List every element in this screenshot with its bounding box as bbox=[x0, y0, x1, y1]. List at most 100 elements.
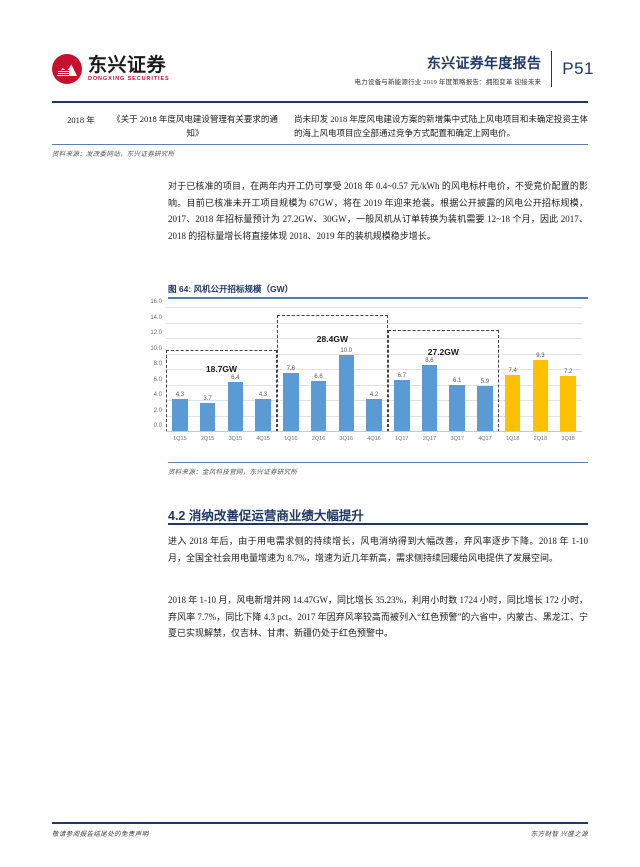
bar-value-label: 6.4 bbox=[231, 375, 240, 382]
bar-value-label: 8.6 bbox=[425, 358, 434, 365]
logo-name-cn: 东兴证券 bbox=[88, 54, 167, 76]
x-axis-tick-label: 3Q15 bbox=[228, 436, 243, 442]
gridline: 8.0 bbox=[154, 361, 582, 370]
header-rule bbox=[52, 101, 588, 103]
policy-table-source: 资料来源：发改委网站，东兴证券研究所 bbox=[52, 151, 175, 158]
x-axis-tick-label: 2Q16 bbox=[311, 436, 326, 442]
bar-group: 4.3 4Q15 bbox=[249, 308, 277, 442]
bar-value-label: 6.7 bbox=[397, 373, 406, 380]
bar: 4.2 bbox=[366, 392, 382, 432]
report-subtitle: 电力设备与新能源行业 2019 年度策略报告：拥抱变革 迎接未来 bbox=[354, 78, 542, 86]
policy-table-row: 2018 年 《关于 2018 年度风电建设管理有关要求的通知》 尚未印发 20… bbox=[52, 112, 588, 141]
policy-content: 尚未印发 2018 年度风电建设方案的新增集中式陆上风电项目和未确定投资主体的海… bbox=[294, 114, 588, 139]
footer-rule bbox=[52, 822, 588, 824]
bar-group: 6.6 2Q16 bbox=[305, 308, 333, 442]
bar: 4.3 bbox=[255, 392, 271, 432]
y-axis-tick-label: 8.0 bbox=[153, 361, 162, 367]
x-axis-tick-label: 4Q15 bbox=[256, 436, 270, 442]
report-title: 东兴证券年度报告 bbox=[426, 54, 542, 71]
policy-document: 《关于 2018 年度风电建设管理有关要求的通知》 bbox=[112, 114, 278, 139]
bar: 7.4 bbox=[504, 368, 521, 432]
bar-group: 8.6 2Q17 bbox=[416, 308, 444, 442]
company-logo: 东兴证券 DONGXING SECURITIES bbox=[52, 54, 170, 84]
y-axis-tick-label: 16.0 bbox=[150, 299, 162, 305]
figure-bottom-rule bbox=[168, 462, 588, 463]
y-axis-tick-label: 14.0 bbox=[150, 314, 162, 321]
paragraph-3: 2018 年 1-10 月，风电新增并网 14.47GW，同比增长 35.23%… bbox=[168, 595, 588, 639]
x-axis-tick-label: 2Q15 bbox=[200, 436, 215, 442]
x-axis-tick-label: 4Q17 bbox=[478, 436, 492, 442]
bar-value-label: 3.7 bbox=[203, 396, 212, 403]
policy-table-rule bbox=[52, 144, 588, 145]
footer-slogan: 东方财智 兴盛之源 bbox=[530, 831, 588, 838]
bar: 4.3 bbox=[172, 392, 188, 432]
x-axis-tick-label: 2Q18 bbox=[533, 436, 548, 442]
y-axis-tick-label: 4.0 bbox=[153, 392, 162, 398]
bar-group: 4.2 4Q16 bbox=[360, 308, 388, 442]
x-axis-tick-label: 3Q18 bbox=[561, 436, 575, 442]
bar-group: 6.7 1Q17 bbox=[388, 308, 416, 442]
bar: 5.9 bbox=[477, 379, 493, 432]
y-axis-tick-label: 12.0 bbox=[150, 330, 162, 336]
x-axis-tick-label: 1Q17 bbox=[395, 436, 409, 442]
page-header: 东兴证券 DONGXING SECURITIES 东兴证券年度报告 电力设备与新… bbox=[0, 40, 640, 98]
bar-value-label: 7.6 bbox=[286, 366, 295, 373]
header-titles: 东兴证券年度报告 电力设备与新能源行业 2019 年度策略报告：拥抱变革 迎接未… bbox=[354, 53, 541, 86]
x-axis-tick-label: 3Q16 bbox=[339, 436, 353, 442]
x-axis-tick-label: 2Q17 bbox=[422, 436, 437, 442]
bar-group: 7.6 1Q16 bbox=[277, 308, 305, 442]
bar-group: 10.0 3Q16 bbox=[332, 308, 360, 442]
y-axis-tick-label: 6.0 bbox=[153, 376, 162, 383]
y-axis-tick-label: 2.0 bbox=[153, 407, 162, 414]
paragraph-2: 进入 2018 年后，由于用电需求侧的持续增长，风电消纳得到大幅改善，弃风率逐步… bbox=[168, 536, 588, 563]
bar: 6.1 bbox=[449, 378, 465, 432]
policy-year: 2018 年 bbox=[67, 115, 95, 125]
bar: 7.6 bbox=[283, 366, 299, 432]
bar-group: 7.2 3Q18 bbox=[554, 308, 582, 442]
bar: 8.6 bbox=[421, 358, 438, 432]
bar-value-label: 5.9 bbox=[480, 379, 490, 386]
bar-value-label: 7.2 bbox=[563, 369, 573, 376]
chart-x-axis bbox=[166, 431, 582, 432]
header-right: 东兴证券年度报告 电力设备与新能源行业 2019 年度策略报告：拥抱变革 迎接未… bbox=[354, 51, 594, 87]
page-number: P51 bbox=[562, 59, 594, 78]
dongxing-logo-icon bbox=[52, 54, 82, 84]
bar-group: 6.1 3Q17 bbox=[443, 308, 471, 442]
bar-value-label: 4.3 bbox=[258, 391, 268, 398]
bar: 9.3 bbox=[532, 353, 549, 432]
gridline: 14.0 bbox=[150, 315, 582, 324]
figure-rule bbox=[168, 297, 588, 299]
bar-group: 7.4 1Q18 bbox=[499, 308, 527, 442]
bar-value-label: 4.2 bbox=[369, 392, 379, 399]
logo-text: 东兴证券 DONGXING SECURITIES bbox=[88, 56, 170, 83]
bar-value-label: 6.1 bbox=[453, 377, 462, 384]
gridline: 16.0 bbox=[150, 299, 582, 308]
paragraph-1: 对于已核准的项目，在两年内开工仍可享受 2018 年 0.4~0.57 元/kW… bbox=[168, 181, 588, 241]
bar-value-label: 10.0 bbox=[340, 347, 353, 354]
bar-group: 3.7 2Q15 bbox=[194, 308, 222, 442]
figure-source: 资料来源：金风科技官网，东兴证券研究所 bbox=[168, 469, 298, 476]
bar-value-label: 6.6 bbox=[314, 373, 323, 380]
gridline: 12.0 bbox=[150, 330, 582, 339]
page-footer: 敬请参阅报告结尾处的免责声明 东方财智 兴盛之源 bbox=[52, 828, 588, 838]
x-axis-tick-label: 1Q16 bbox=[284, 436, 298, 442]
section-heading: 4.2 消纳改善促运营商业绩大幅提升 bbox=[168, 509, 364, 523]
y-axis-tick-label: 0.0 bbox=[153, 423, 162, 429]
section-underline bbox=[168, 523, 588, 525]
bar-value-label: 4.3 bbox=[175, 391, 185, 398]
bar: 6.7 bbox=[393, 373, 410, 432]
bar-value-label: 7.4 bbox=[508, 367, 517, 374]
bar-group: 4.3 1Q15 bbox=[166, 308, 194, 442]
x-axis-tick-label: 1Q18 bbox=[505, 436, 520, 442]
bar-chart: 0.0 2.0 4.0 6.0 8.0 10.0 12.0 14.0 16.0 18.7GW 28… bbox=[118, 299, 588, 460]
bar: 6.4 bbox=[227, 375, 244, 432]
bar-group: 9.3 2Q18 bbox=[527, 308, 555, 442]
y-axis-tick-label: 10.0 bbox=[150, 345, 162, 352]
chart-plot-area: 0.0 2.0 4.0 6.0 8.0 10.0 12.0 14.0 16.0 18.7GW 28… bbox=[150, 299, 582, 442]
bar: 10.0 bbox=[338, 348, 355, 432]
x-axis-tick-label: 3Q17 bbox=[450, 436, 464, 442]
bar: 7.2 bbox=[560, 369, 576, 432]
x-axis-tick-label: 1Q15 bbox=[173, 436, 187, 442]
figure-caption: 图 64: 风机公开招标规模（GW） bbox=[168, 284, 294, 294]
